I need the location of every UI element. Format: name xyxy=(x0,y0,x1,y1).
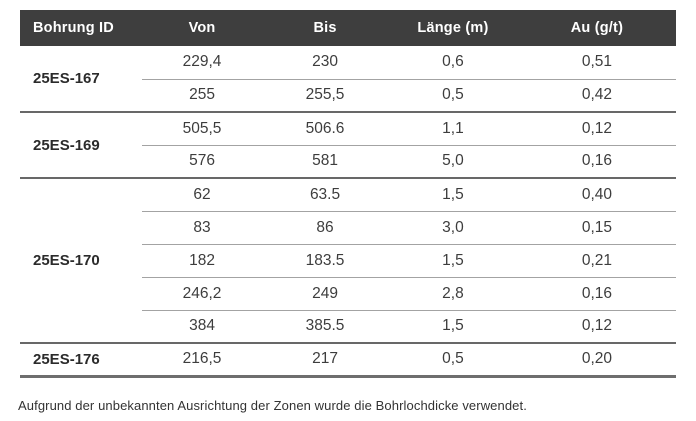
col-header-laenge: Länge (m) xyxy=(388,10,518,46)
bis-cell: 581 xyxy=(262,144,388,178)
au-cell: 0,51 xyxy=(581,53,613,71)
bis-cell: 86 xyxy=(262,210,388,244)
laenge-cell: 5,0 xyxy=(388,144,518,178)
von-cell: 505,5 xyxy=(142,111,263,145)
au-cell: 0,16 xyxy=(517,144,676,178)
bis-cell: 183.5 xyxy=(262,243,388,277)
laenge-cell: 0,6 xyxy=(442,53,464,71)
table-row: 182 183.5 1,5 0,21 xyxy=(20,243,676,277)
table-row: 384 385.5 1,5 0,12 xyxy=(20,309,676,343)
bis-cell: 230 xyxy=(312,53,338,71)
laenge-cell: 1,5 xyxy=(388,309,518,343)
col-header-bohrung-id: Bohrung ID xyxy=(20,10,143,46)
drill-results-table-wrap: Bohrung ID Von Bis Länge (m) Au (g/t) 25… xyxy=(20,10,676,378)
table-row: 83 86 3,0 0,15 xyxy=(20,210,676,244)
von-cell: 229,4 xyxy=(182,53,222,71)
laenge-cell: 1,5 xyxy=(388,243,518,277)
drillhole-id-cell: 25ES-169 xyxy=(20,111,143,178)
laenge-cell: 0,5 xyxy=(388,342,518,376)
au-cell: 0,12 xyxy=(517,309,676,343)
von-cell: 83 xyxy=(142,210,263,244)
laenge-cell: 1,1 xyxy=(388,111,518,145)
bis-cell: 255,5 xyxy=(262,78,388,112)
drillhole-id-cell: 25ES-170 xyxy=(20,177,143,343)
au-cell: 0,21 xyxy=(517,243,676,277)
table-row: 25ES-170 62 63.5 1,5 0,40 xyxy=(20,177,676,343)
bis-cell: 385.5 xyxy=(262,309,388,343)
col-header-bis: Bis xyxy=(262,10,388,46)
au-cell: 0,40 xyxy=(517,177,676,211)
table-row: 246,2 249 2,8 0,16 xyxy=(20,276,676,310)
laenge-cell: 3,0 xyxy=(388,210,518,244)
drillhole-id-cell: 25ES-167 xyxy=(33,70,100,87)
drillhole-id-cell: 25ES-176 xyxy=(20,342,143,376)
au-cell: 0,15 xyxy=(517,210,676,244)
au-cell: 0,20 xyxy=(517,342,676,376)
bis-cell: 63.5 xyxy=(262,177,388,211)
col-header-von: Von xyxy=(142,10,263,46)
au-cell: 0,16 xyxy=(517,276,676,310)
laenge-cell: 1,5 xyxy=(388,177,518,211)
von-cell: 182 xyxy=(142,243,263,277)
bis-cell: 506.6 xyxy=(262,111,388,145)
col-header-au: Au (g/t) xyxy=(517,10,676,46)
table-row: 25ES-169 505,5 506.6 1,1 0,12 xyxy=(20,111,676,178)
table-row: 25ES-167 229,4 230 0,6 0,51 xyxy=(20,46,676,87)
von-cell: 246,2 xyxy=(142,276,263,310)
bis-cell: 217 xyxy=(262,342,388,376)
von-cell: 576 xyxy=(142,144,263,178)
von-cell: 62 xyxy=(142,177,263,211)
table-row: 25ES-176 216,5 217 0,5 0,20 xyxy=(20,342,676,376)
header-row: Bohrung ID Von Bis Länge (m) Au (g/t) xyxy=(20,10,676,46)
von-cell: 384 xyxy=(142,309,263,343)
drill-results-table: Bohrung ID Von Bis Länge (m) Au (g/t) 25… xyxy=(20,10,676,378)
au-cell: 0,42 xyxy=(517,78,676,112)
von-cell: 216,5 xyxy=(142,342,263,376)
table-body: 25ES-167 229,4 230 0,6 0,51 255 255,5 0,5 0,42 25… xyxy=(20,46,676,376)
table-row: 255 255,5 0,5 0,42 xyxy=(20,78,676,112)
au-cell: 0,12 xyxy=(517,111,676,145)
table-row: 576 581 5,0 0,16 xyxy=(20,144,676,178)
laenge-cell: 0,5 xyxy=(388,78,518,112)
table-header: Bohrung ID Von Bis Länge (m) Au (g/t) xyxy=(20,10,676,46)
bis-cell: 249 xyxy=(262,276,388,310)
von-cell: 255 xyxy=(142,78,263,112)
laenge-cell: 2,8 xyxy=(388,276,518,310)
footnote: Aufgrund der unbekannten Ausrichtung der… xyxy=(18,398,527,413)
